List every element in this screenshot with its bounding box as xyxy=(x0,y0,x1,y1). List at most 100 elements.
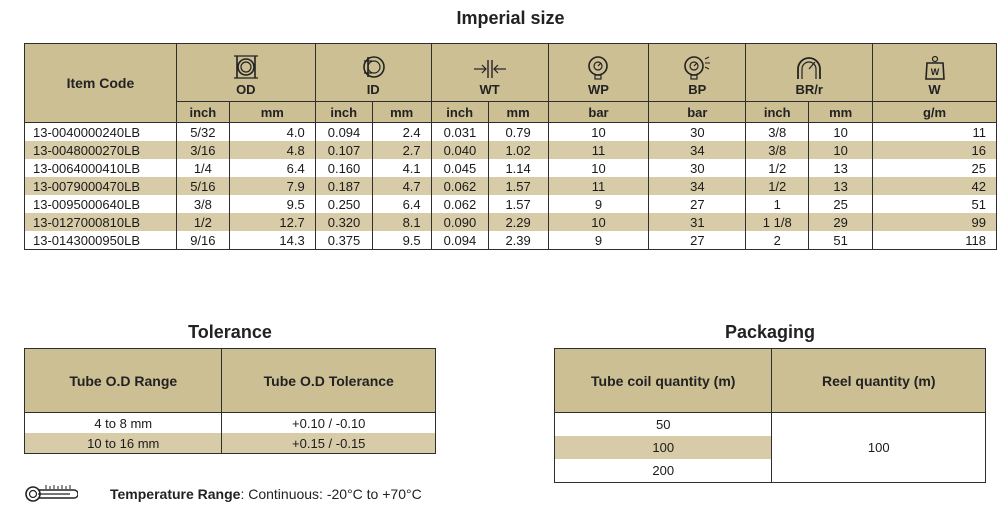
table-cell: 1.57 xyxy=(487,177,549,195)
bend-radius-icon xyxy=(797,57,822,79)
item-code-cell: 13-0143000950LB xyxy=(24,231,177,250)
outer-diameter-icon xyxy=(233,55,258,79)
weight-icon: W xyxy=(924,55,945,80)
table-cell: 1/2 xyxy=(745,177,810,195)
table-cell: 2 xyxy=(745,231,810,250)
bp-header: BP xyxy=(648,43,747,102)
table-cell: 10 xyxy=(547,159,650,177)
table-cell: 25 xyxy=(808,195,874,213)
table-cell: 10 xyxy=(547,213,650,231)
table-cell: 0.040 xyxy=(430,141,489,159)
table-cell: 0.094 xyxy=(430,231,489,250)
table-cell: 0.160 xyxy=(314,159,373,177)
table-cell: 99 xyxy=(872,213,997,231)
table-cell: 9.5 xyxy=(371,231,432,250)
br-label: BR/r xyxy=(795,82,823,97)
table-cell: 1/2 xyxy=(175,213,230,231)
coil-quantity-cell: 200 xyxy=(553,459,773,483)
bp-label: BP xyxy=(688,82,707,97)
table-cell: 0.79 xyxy=(487,122,549,141)
table-cell: 3/16 xyxy=(175,141,230,159)
od-label: OD xyxy=(236,82,256,97)
temperature-value: : Continuous: -20°C to +70°C xyxy=(240,486,422,502)
id-header: ID xyxy=(314,43,432,102)
table-cell: 10 xyxy=(808,122,874,141)
od-tolerance-header: Tube O.D Tolerance xyxy=(221,348,436,413)
table-cell: 5/16 xyxy=(175,177,230,195)
item-code-cell: 13-0095000640LB xyxy=(24,195,177,213)
table-cell: 0.062 xyxy=(430,195,489,213)
unit-header: mm xyxy=(371,101,432,123)
table-cell: 0.187 xyxy=(314,177,373,195)
table-cell: 11 xyxy=(872,122,997,141)
table-cell: 25 xyxy=(872,159,997,177)
table-cell: 30 xyxy=(648,159,747,177)
table-cell: 5/32 xyxy=(175,122,230,141)
table-row: 13-0143000950LB 9/16 14.3 0.375 9.5 0.09… xyxy=(24,231,997,250)
burst-gauge-icon xyxy=(684,56,711,80)
unit-header: mm xyxy=(487,101,549,123)
table-cell: 9 xyxy=(547,231,650,250)
table-cell: 1 xyxy=(745,195,810,213)
table-cell: +0.15 / -0.15 xyxy=(221,433,436,454)
item-code-cell: 13-0064000410LB xyxy=(24,159,177,177)
table-cell: 34 xyxy=(648,141,747,159)
table-cell: 0.250 xyxy=(314,195,373,213)
temperature-label: Temperature Range xyxy=(110,486,241,502)
table-cell: 0.031 xyxy=(430,122,489,141)
wall-thickness-icon xyxy=(473,60,506,78)
table-cell: 4 to 8 mm xyxy=(23,412,223,433)
table-cell: 27 xyxy=(648,231,747,250)
thermometer-icon xyxy=(25,485,78,502)
table-cell: 4.8 xyxy=(228,141,316,159)
item-code-cell: 13-0079000470LB xyxy=(24,177,177,195)
table-cell: 2.29 xyxy=(487,213,549,231)
coil-quantity-header: Tube coil quantity (m) xyxy=(553,348,773,413)
unit-header: mm xyxy=(808,101,874,123)
unit-header: bar xyxy=(648,101,747,123)
pressure-gauge-icon xyxy=(588,56,609,80)
item-code-cell: 13-0040000240LB xyxy=(24,122,177,141)
id-label: ID xyxy=(366,82,380,97)
table-cell: 1.57 xyxy=(487,195,549,213)
table-row: 13-0127000810LB 1/2 12.7 0.320 8.1 0.090… xyxy=(24,213,997,231)
table-row: 13-0048000270LB 3/16 4.8 0.107 2.7 0.040… xyxy=(24,141,997,159)
reel-quantity-header: Reel quantity (m) xyxy=(771,348,986,413)
table-cell: 2.7 xyxy=(371,141,432,159)
table-cell: 2.39 xyxy=(487,231,549,250)
table-cell: 42 xyxy=(872,177,997,195)
table-cell: 16 xyxy=(872,141,997,159)
unit-header: inch xyxy=(745,101,810,123)
od-range-header: Tube O.D Range xyxy=(23,348,223,413)
unit-header: inch xyxy=(314,101,373,123)
table-cell: 31 xyxy=(648,213,747,231)
item-code-cell: 13-0127000810LB xyxy=(24,213,177,231)
table-cell: 3/8 xyxy=(745,141,810,159)
coil-quantity-cell: 100 xyxy=(553,436,773,459)
table-row: 13-0040000240LB 5/32 4.0 0.094 2.4 0.031… xyxy=(24,122,997,141)
table-cell: 118 xyxy=(872,231,997,250)
table-cell: 10 xyxy=(547,122,650,141)
item-code-cell: 13-0048000270LB xyxy=(24,141,177,159)
wp-label: WP xyxy=(588,82,609,97)
table-cell: 9/16 xyxy=(175,231,230,250)
table-row: 13-0064000410LB 1/4 6.4 0.160 4.1 0.045 … xyxy=(24,159,997,177)
table-cell: 8.1 xyxy=(371,213,432,231)
temperature-range: Temperature Range: Continuous: -20°C to … xyxy=(24,484,422,504)
br-header: BR/r xyxy=(745,43,874,102)
item-code-header: Item Code xyxy=(24,43,177,123)
wt-label: WT xyxy=(479,82,500,97)
w-header: W W xyxy=(872,43,997,102)
table-cell: 2.4 xyxy=(371,122,432,141)
table-cell: 0.090 xyxy=(430,213,489,231)
unit-header: bar xyxy=(547,101,650,123)
imperial-size-table: Item Code OD xyxy=(24,43,997,250)
table-cell: 0.107 xyxy=(314,141,373,159)
table-cell: 0.094 xyxy=(314,122,373,141)
unit-header: inch xyxy=(430,101,489,123)
table-row: 200 xyxy=(553,459,986,483)
table-cell: 1 1/8 xyxy=(745,213,810,231)
table-cell: 11 xyxy=(547,141,650,159)
table-cell: 0.062 xyxy=(430,177,489,195)
table-cell: 9 xyxy=(547,195,650,213)
